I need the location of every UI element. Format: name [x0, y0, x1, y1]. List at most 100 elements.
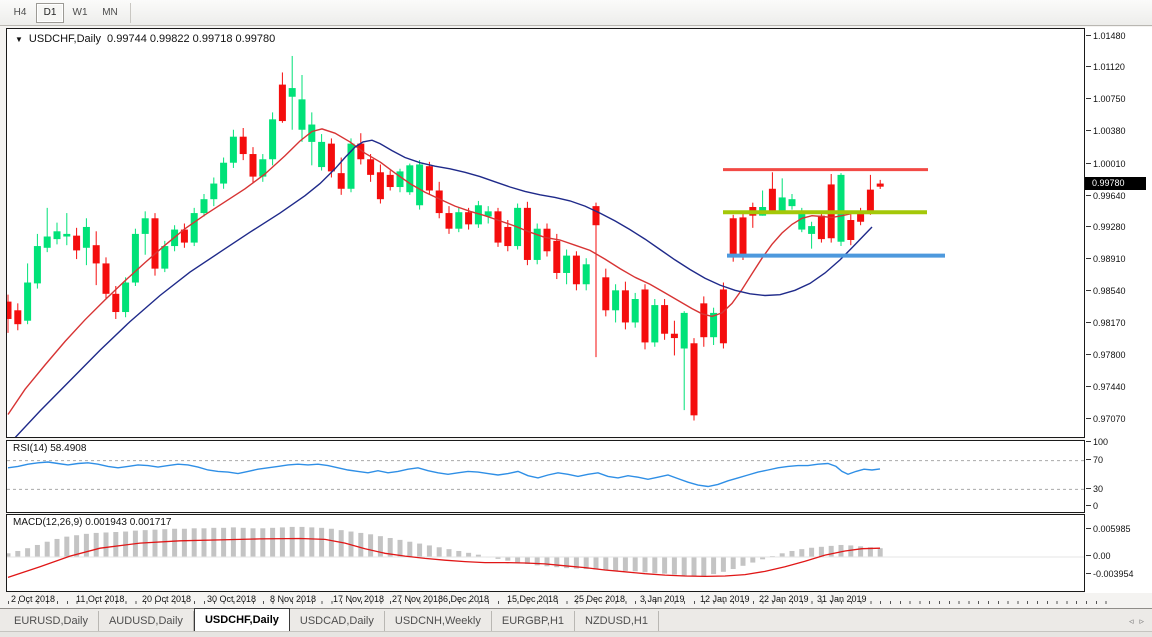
candle	[376, 164, 384, 204]
candle	[719, 282, 727, 349]
date-axis-label: 15 Dec 2018	[507, 594, 559, 604]
candle	[876, 179, 884, 189]
macd-histogram-bar	[319, 527, 325, 557]
candle	[710, 307, 718, 346]
candle	[808, 221, 816, 249]
macd-histogram-bar	[877, 548, 883, 557]
price-axis-label: 0.99280	[1086, 222, 1126, 232]
macd-histogram-bar	[867, 547, 873, 557]
macd-histogram-bar	[44, 541, 50, 557]
chart-tab-eurgbp[interactable]: EURGBP,H1	[492, 611, 576, 631]
candle	[484, 206, 492, 224]
macd-histogram-bar	[466, 552, 472, 557]
macd-histogram-bar	[113, 532, 119, 557]
macd-histogram-bar	[181, 528, 187, 557]
candle	[249, 147, 257, 184]
macd-histogram-bar	[691, 557, 697, 577]
macd-signal-line	[7, 537, 881, 579]
price-axis-label: 1.00380	[1086, 126, 1126, 136]
date-axis-label: 2 Oct 2018	[11, 594, 56, 604]
tab-scroll-right-icon[interactable]: ▹	[1139, 615, 1144, 626]
price-axis-label: 1.00010	[1086, 159, 1126, 169]
macd-histogram-bar	[230, 527, 236, 557]
macd-histogram-bar	[368, 534, 374, 557]
macd-histogram-bar	[544, 557, 550, 567]
time-axis[interactable]: 2 Oct 2018 11 Oct 2018 20 Oct 2018 30 Oct 2…	[6, 592, 1152, 607]
chart-tab-usdcnh[interactable]: USDCNH,Weekly	[385, 611, 492, 631]
chart-dropdown-icon[interactable]: ▼	[15, 34, 23, 44]
macd-histogram-bar	[564, 557, 570, 569]
macd-histogram-bar	[809, 547, 815, 557]
macd-histogram-bar	[613, 557, 619, 571]
ma-slow-line	[14, 139, 873, 437]
rsi-panel[interactable]: RSI(14) 58.4908	[6, 440, 1085, 513]
chart-ohlc-values: 0.99744 0.99822 0.99718 0.99780	[107, 33, 276, 45]
candle	[631, 292, 639, 328]
macd-histogram-bar	[495, 557, 501, 559]
main-chart-panel[interactable]: ▼ USDCHF,Daily 0.99744 0.99822 0.99718 0…	[6, 28, 1085, 438]
candle	[102, 257, 110, 300]
candle	[210, 177, 218, 207]
chart-tab-nzdusd[interactable]: NZDUSD,H1	[575, 611, 659, 631]
macd-histogram-bar	[711, 557, 717, 575]
date-axis-label: 30 Oct 2018	[207, 594, 257, 604]
candle	[200, 193, 208, 217]
chart-tab-eurusd[interactable]: EURUSD,Daily	[4, 611, 99, 631]
candle	[396, 168, 404, 193]
macd-histogram-bar	[436, 547, 442, 557]
candle	[288, 55, 296, 130]
rsi-axis-label: 70	[1085, 455, 1104, 465]
price-axis-label: 1.01480	[1086, 31, 1126, 41]
candle	[435, 181, 443, 219]
macd-histogram-bar	[7, 553, 11, 557]
tab-scroll-left-icon[interactable]: ◃	[1128, 615, 1134, 626]
macd-histogram-bar	[799, 549, 805, 557]
price-axis-label: 0.98910	[1086, 254, 1126, 264]
time-axis-ticks	[8, 601, 1108, 604]
macd-histogram-bar	[270, 527, 276, 557]
candle	[563, 249, 571, 285]
candle	[847, 212, 855, 246]
macd-histogram-bar	[818, 546, 824, 557]
candlestick-chart-canvas[interactable]	[7, 29, 1084, 437]
macd-chart-canvas[interactable]	[7, 515, 1084, 591]
macd-histogram-bar	[828, 545, 834, 557]
macd-histogram-bar	[240, 527, 246, 557]
macd-panel[interactable]: MACD(12,26,9) 0.001943 0.001717	[6, 514, 1085, 592]
candle	[318, 134, 326, 171]
macd-histogram-bar	[25, 548, 31, 557]
macd-histogram-bar	[426, 545, 432, 557]
price-axis[interactable]: 1.01480 1.01120 1.00750 1.00380 1.00010 0.996…	[1085, 27, 1152, 593]
timeframe-button-w1[interactable]: W1	[72, 7, 88, 18]
timeframe-button-mn[interactable]: MN	[102, 7, 118, 18]
candle	[651, 299, 659, 347]
macd-histogram-bar	[417, 543, 423, 557]
rsi-axis-label: 0	[1085, 501, 1099, 511]
candle	[131, 228, 139, 286]
rsi-axis-label: 100	[1085, 437, 1109, 447]
candle	[602, 268, 610, 317]
chart-tab-audusd[interactable]: AUDUSD,Daily	[99, 611, 194, 631]
rsi-chart-canvas[interactable]	[7, 441, 1084, 512]
chart-title: ▼ USDCHF,Daily 0.99744 0.99822 0.99718 0…	[15, 33, 275, 45]
toolbar-separator	[130, 2, 131, 23]
timeframe-button-d1[interactable]: D1	[36, 2, 64, 23]
candle	[661, 299, 669, 340]
macd-axis-label: -0.003954	[1086, 569, 1134, 579]
macd-histogram-bar	[681, 557, 687, 576]
date-axis-label: 8 Nov 2018	[270, 594, 317, 604]
macd-histogram-bar	[848, 545, 854, 557]
date-axis-label: 31 Jan 2019	[817, 594, 867, 604]
candle	[445, 206, 453, 234]
timeframe-button-h4[interactable]: H4	[13, 7, 27, 18]
macd-histogram-bar	[328, 528, 334, 557]
candle	[700, 296, 708, 347]
candle	[229, 129, 237, 168]
macd-histogram-bar	[858, 546, 864, 557]
candle	[788, 193, 796, 210]
candle	[92, 231, 100, 286]
chart-tab-usdcad[interactable]: USDCAD,Daily	[290, 611, 385, 631]
chart-tab-usdchf[interactable]: USDCHF,Daily	[193, 608, 290, 631]
macd-histogram-bar	[505, 557, 511, 561]
macd-histogram-bar	[524, 557, 530, 564]
